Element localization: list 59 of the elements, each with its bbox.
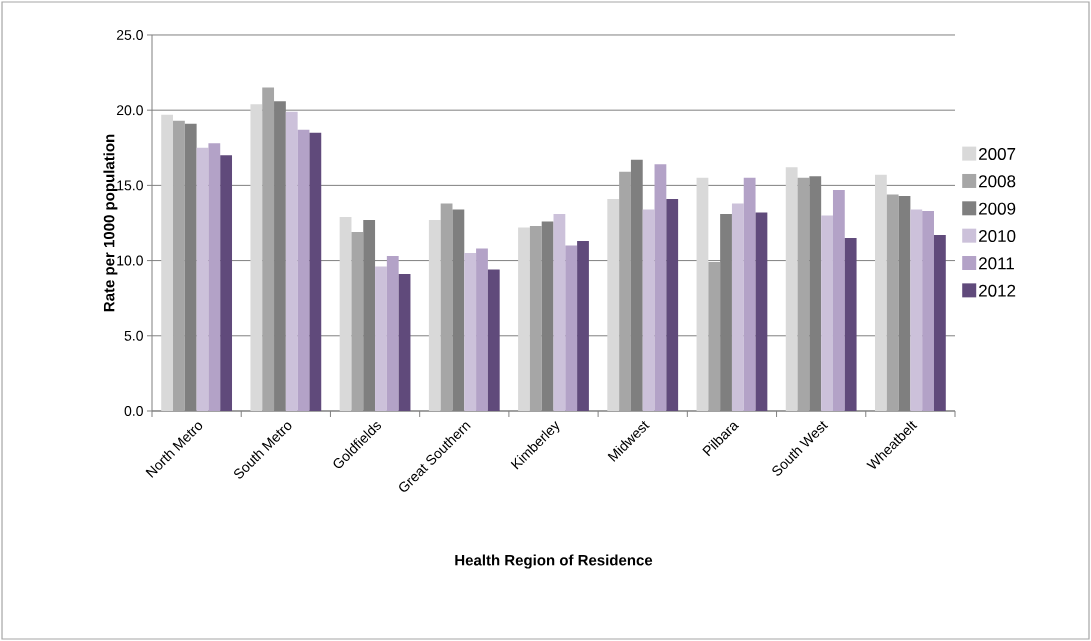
bar (250, 104, 263, 411)
bar (196, 147, 209, 411)
bar (440, 203, 453, 411)
bar (339, 216, 352, 411)
bar (731, 203, 744, 411)
y-tick-label: 5.0 (124, 330, 143, 341)
bar (487, 269, 500, 411)
bar (464, 253, 477, 411)
bar (797, 177, 810, 411)
legend-label: 2009 (979, 202, 1016, 215)
bar (565, 245, 578, 411)
bar (577, 241, 589, 411)
legend-label: 2011 (979, 257, 1014, 270)
bar (208, 143, 221, 411)
y-tick-label: 10.0 (117, 255, 143, 266)
bar (529, 225, 542, 411)
bar (262, 87, 275, 411)
bar (666, 198, 679, 411)
bar (743, 177, 756, 411)
bar (375, 266, 387, 411)
y-axis-title: Rate per 1000 population (103, 134, 118, 312)
bar (553, 213, 566, 411)
bar (832, 189, 845, 411)
bar (696, 177, 709, 411)
bar (161, 114, 174, 411)
y-tick-label: 15.0 (117, 180, 143, 191)
bar (708, 262, 721, 411)
bar (428, 219, 441, 411)
bar (821, 215, 833, 411)
bar (386, 256, 399, 411)
bar (922, 210, 934, 411)
y-tick-label: 25.0 (116, 30, 143, 40)
bar (933, 235, 946, 411)
bar (654, 164, 667, 411)
y-tick-label: 0.0 (124, 406, 143, 416)
bar (874, 174, 887, 411)
bar (476, 248, 488, 411)
bar (607, 198, 620, 411)
x-axis-title: Health Region of Residence (455, 554, 653, 569)
y-tick-label: 20.0 (116, 105, 143, 116)
bar (642, 209, 655, 411)
bar (619, 171, 631, 411)
bar (351, 232, 364, 411)
bar (886, 194, 899, 411)
bar (398, 274, 411, 411)
legend-label: 2008 (979, 175, 1016, 188)
bar (297, 129, 310, 411)
bar (285, 111, 298, 411)
bar (309, 132, 322, 411)
bar (755, 212, 768, 411)
bar (518, 227, 530, 411)
bar (910, 209, 923, 411)
bar (173, 120, 185, 411)
bar (220, 155, 233, 411)
legend-label: 2012 (979, 284, 1016, 297)
bar (785, 167, 798, 411)
legend-label: 2007 (979, 147, 1016, 160)
bar (844, 238, 857, 411)
legend-label: 2010 (979, 229, 1016, 243)
